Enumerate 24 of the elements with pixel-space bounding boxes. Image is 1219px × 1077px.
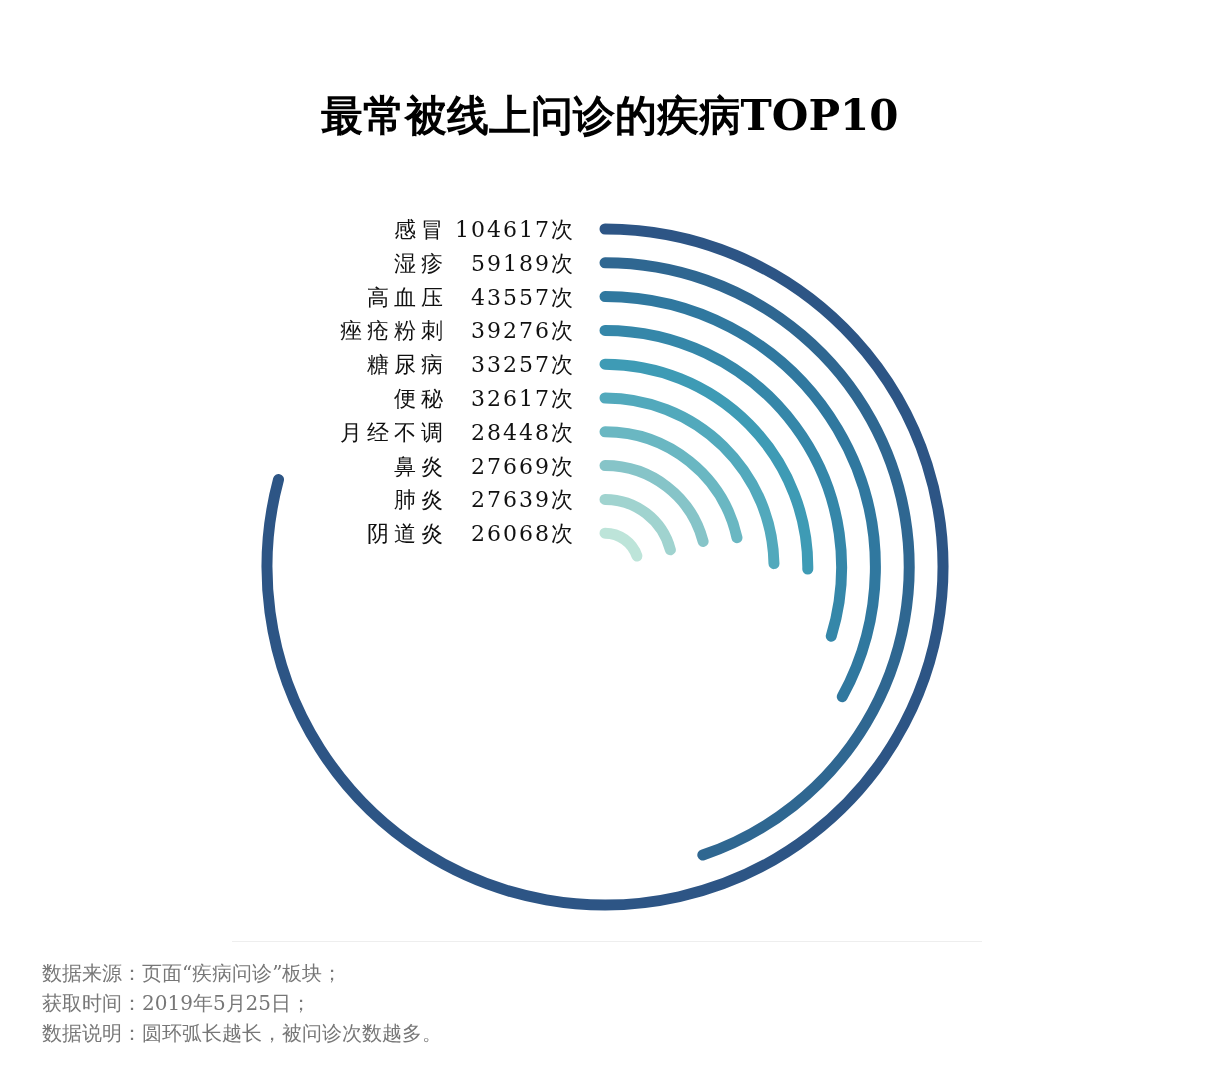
data-label: 59189次 bbox=[471, 250, 575, 276]
text: 数据说明：圆环弧长越长，被问诊次数越多。 bbox=[42, 1020, 442, 1047]
source-note: 数据来源：页面“疾病问诊”板块； bbox=[42, 960, 344, 987]
category-label: 糖尿病 bbox=[367, 352, 448, 378]
category-label: 便秘 bbox=[394, 386, 448, 411]
category-label: 月经不调 bbox=[340, 419, 448, 445]
category-label: 高血压 bbox=[367, 284, 448, 310]
category-label: 肺炎 bbox=[394, 487, 448, 513]
text: 获取时间：2019年5月25日； bbox=[42, 990, 313, 1017]
data-label: 27669次 bbox=[471, 453, 575, 479]
category-label: 阴道炎 bbox=[367, 521, 448, 547]
category-label: 鼻炎 bbox=[394, 453, 448, 479]
data-label: 104617次 bbox=[455, 217, 575, 242]
data-label: 43557次 bbox=[471, 284, 575, 310]
category-label: 痤疮粉刺 bbox=[340, 318, 448, 344]
data-label: 27639次 bbox=[471, 487, 575, 513]
category-label: 感冒 bbox=[394, 217, 448, 242]
data-label: 32617次 bbox=[471, 386, 575, 411]
data-label: 26068次 bbox=[471, 521, 575, 547]
data-label: 33257次 bbox=[471, 352, 575, 378]
data-label: 39276次 bbox=[471, 318, 575, 344]
data-label: 28448次 bbox=[471, 419, 575, 445]
text: 最常被线上问诊的疾病TOP10 bbox=[319, 90, 900, 142]
category-label: 湿疹 bbox=[394, 250, 448, 276]
